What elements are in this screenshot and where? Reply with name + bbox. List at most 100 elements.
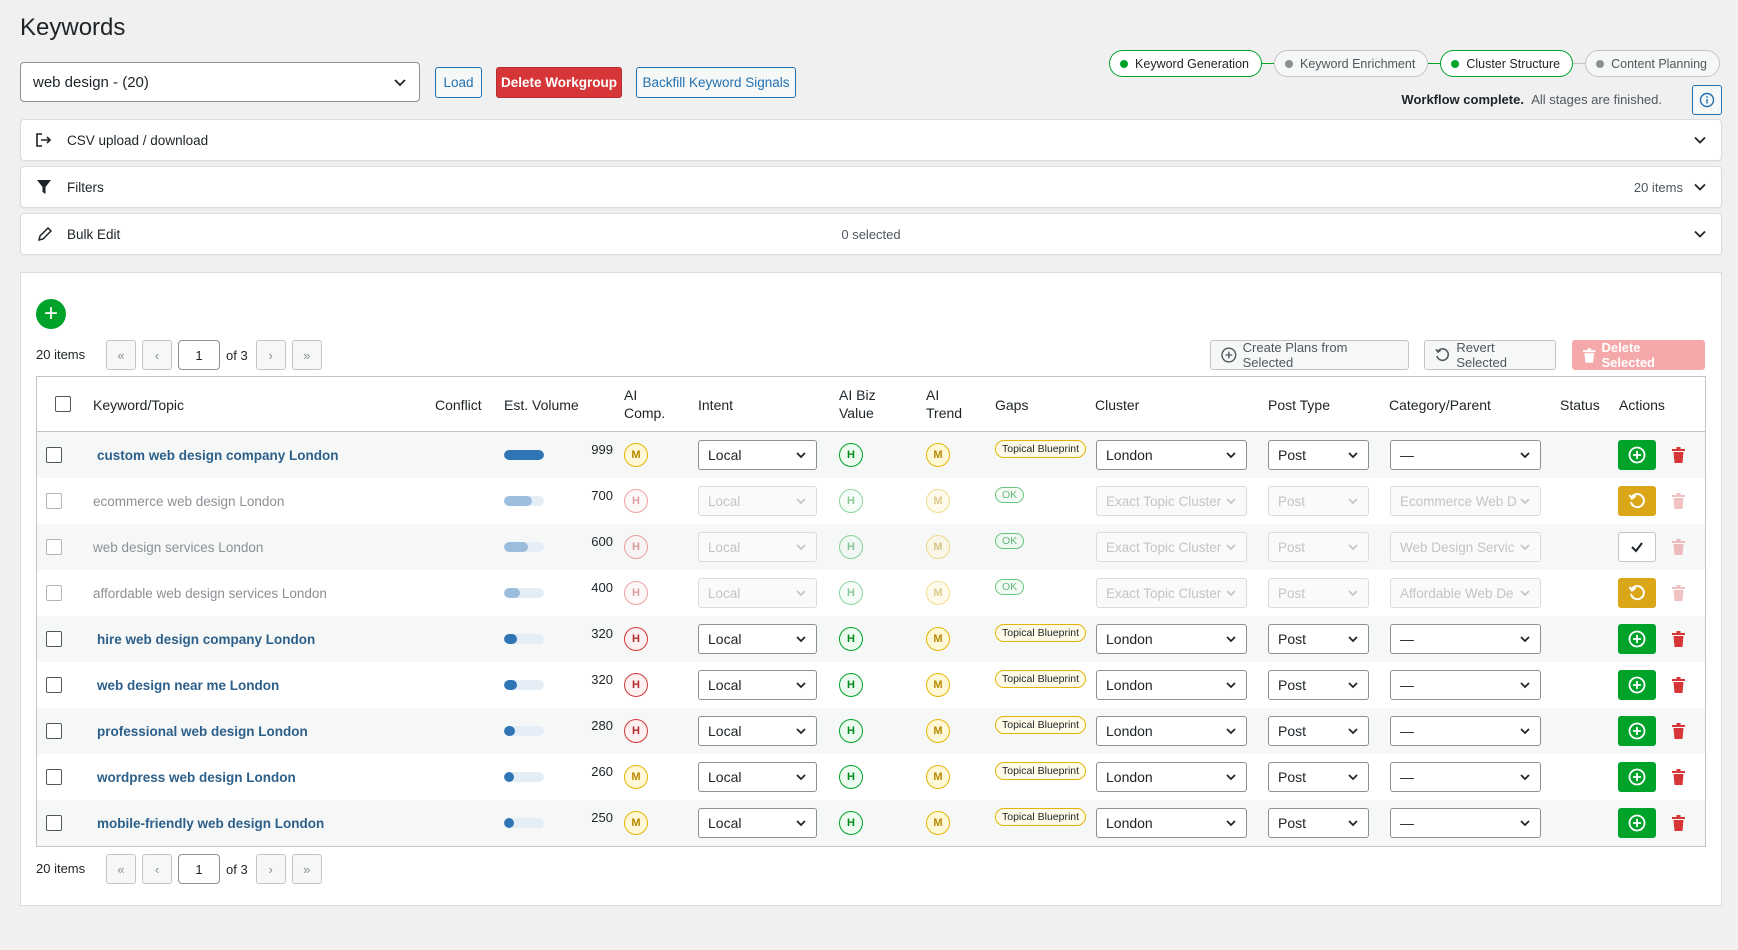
row-delete-button[interactable] — [1670, 538, 1686, 556]
row-check-button[interactable] — [1618, 532, 1656, 562]
step-cluster-structure[interactable]: Cluster Structure — [1440, 50, 1574, 77]
category-select[interactable]: — — [1390, 762, 1541, 792]
intent-select[interactable]: Local — [698, 670, 817, 700]
row-checkbox[interactable] — [46, 585, 62, 601]
post-type-select[interactable]: Post — [1268, 670, 1369, 700]
cluster-select[interactable]: London — [1096, 808, 1247, 838]
col-ai-biz[interactable]: AI Biz Value — [839, 386, 876, 422]
row-checkbox[interactable] — [46, 677, 62, 693]
row-checkbox[interactable] — [46, 493, 62, 509]
post-type-select[interactable]: Post — [1268, 440, 1369, 470]
row-checkbox[interactable] — [46, 815, 62, 831]
row-delete-button[interactable] — [1670, 768, 1686, 786]
col-category[interactable]: Category/Parent — [1389, 397, 1491, 413]
filters-accordion[interactable]: Filters 20 items — [20, 166, 1722, 208]
col-post-type[interactable]: Post Type — [1268, 397, 1331, 413]
row-delete-button[interactable] — [1670, 676, 1686, 694]
row-plus-button[interactable] — [1618, 670, 1656, 700]
add-keyword-button[interactable]: + — [36, 299, 66, 329]
post-type-select[interactable]: Post — [1268, 762, 1369, 792]
keyword-link[interactable]: professional web design London — [97, 723, 308, 739]
row-checkbox[interactable] — [46, 723, 62, 739]
row-plus-button[interactable] — [1618, 440, 1656, 470]
row-checkbox[interactable] — [46, 631, 62, 647]
backfill-signals-button[interactable]: Backfill Keyword Signals — [636, 67, 796, 98]
step-keyword-enrichment[interactable]: Keyword Enrichment — [1273, 50, 1429, 77]
category-select[interactable]: — — [1390, 624, 1541, 654]
intent-select[interactable]: Local — [698, 762, 817, 792]
row-plus-button[interactable] — [1618, 808, 1656, 838]
row-checkbox[interactable] — [46, 539, 62, 555]
row-delete-button[interactable] — [1670, 722, 1686, 740]
category-select[interactable]: — — [1390, 440, 1541, 470]
row-undo-button[interactable] — [1618, 578, 1656, 608]
keyword-link[interactable]: wordpress web design London — [97, 769, 296, 785]
keyword-link[interactable]: mobile-friendly web design London — [97, 815, 325, 831]
category-select[interactable]: — — [1390, 716, 1541, 746]
row-delete-button[interactable] — [1670, 630, 1686, 648]
row-delete-button[interactable] — [1670, 814, 1686, 832]
last-page-button[interactable]: » — [291, 854, 322, 884]
col-cluster[interactable]: Cluster — [1095, 397, 1140, 413]
intent-select[interactable]: Local — [698, 624, 817, 654]
row-delete-button[interactable] — [1670, 584, 1686, 602]
post-type-value: Post — [1278, 677, 1307, 693]
col-volume[interactable]: Est. Volume — [504, 397, 579, 413]
csv-accordion[interactable]: CSV upload / download — [20, 119, 1722, 161]
create-plans-button[interactable]: Create Plans from Selected — [1210, 340, 1409, 370]
col-ai-comp[interactable]: AI Comp. — [624, 386, 665, 422]
page-input[interactable]: 1 — [178, 340, 220, 370]
gaps-badge: Topical Blueprint — [995, 808, 1087, 826]
delete-selected-button[interactable]: Delete Selected — [1572, 340, 1705, 370]
row-delete-button[interactable] — [1670, 446, 1686, 464]
cluster-select[interactable]: London — [1096, 670, 1247, 700]
first-page-button[interactable]: « — [106, 340, 136, 370]
post-type-select[interactable]: Post — [1268, 808, 1369, 838]
post-type-select[interactable]: Post — [1268, 716, 1369, 746]
row-checkbox[interactable] — [46, 769, 62, 785]
step-keyword-generation[interactable]: Keyword Generation — [1109, 50, 1262, 77]
prev-page-button[interactable]: ‹ — [142, 340, 172, 370]
keyword-link[interactable]: web design near me London — [97, 677, 280, 693]
prev-page-button[interactable]: ‹ — [142, 854, 172, 884]
info-button[interactable] — [1692, 85, 1722, 115]
post-type-select[interactable]: Post — [1268, 624, 1369, 654]
col-gaps[interactable]: Gaps — [995, 397, 1029, 413]
page-input[interactable]: 1 — [178, 854, 220, 884]
row-plus-button[interactable] — [1618, 762, 1656, 792]
revert-selected-button[interactable]: Revert Selected — [1424, 340, 1556, 370]
checkbox[interactable] — [55, 396, 71, 412]
next-page-button[interactable]: › — [255, 340, 286, 370]
cluster-select[interactable]: London — [1096, 440, 1247, 470]
first-page-button[interactable]: « — [106, 854, 136, 884]
cluster-select[interactable]: London — [1096, 716, 1247, 746]
col-conflict[interactable]: Conflict — [435, 397, 482, 413]
step-label: Keyword Enrichment — [1299, 56, 1416, 71]
load-button[interactable]: Load — [435, 67, 482, 98]
col-status[interactable]: Status — [1560, 397, 1600, 413]
last-page-button[interactable]: » — [291, 340, 322, 370]
row-plus-button[interactable] — [1618, 624, 1656, 654]
delete-workgroup-button[interactable]: Delete Workgroup — [496, 67, 622, 98]
keyword-link[interactable]: custom web design company London — [97, 447, 339, 463]
col-keyword[interactable]: Keyword/Topic — [93, 397, 185, 413]
step-content-planning[interactable]: Content Planning — [1585, 50, 1720, 77]
select-all-checkbox[interactable] — [55, 396, 71, 412]
bulk-edit-accordion[interactable]: Bulk Edit 0 selected — [20, 213, 1722, 255]
row-plus-button[interactable] — [1618, 716, 1656, 746]
category-select[interactable]: — — [1390, 670, 1541, 700]
cluster-select[interactable]: London — [1096, 762, 1247, 792]
cluster-select[interactable]: London — [1096, 624, 1247, 654]
category-select[interactable]: — — [1390, 808, 1541, 838]
workgroup-select[interactable]: web design - (20) — [20, 62, 420, 102]
col-ai-trend[interactable]: AI Trend — [926, 386, 962, 422]
intent-select[interactable]: Local — [698, 440, 817, 470]
keyword-link[interactable]: hire web design company London — [97, 631, 316, 647]
row-delete-button[interactable] — [1670, 492, 1686, 510]
row-checkbox[interactable] — [46, 447, 62, 463]
next-page-button[interactable]: › — [255, 854, 286, 884]
intent-select[interactable]: Local — [698, 716, 817, 746]
col-intent[interactable]: Intent — [698, 397, 734, 413]
row-undo-button[interactable] — [1618, 486, 1656, 516]
intent-select[interactable]: Local — [698, 808, 817, 838]
